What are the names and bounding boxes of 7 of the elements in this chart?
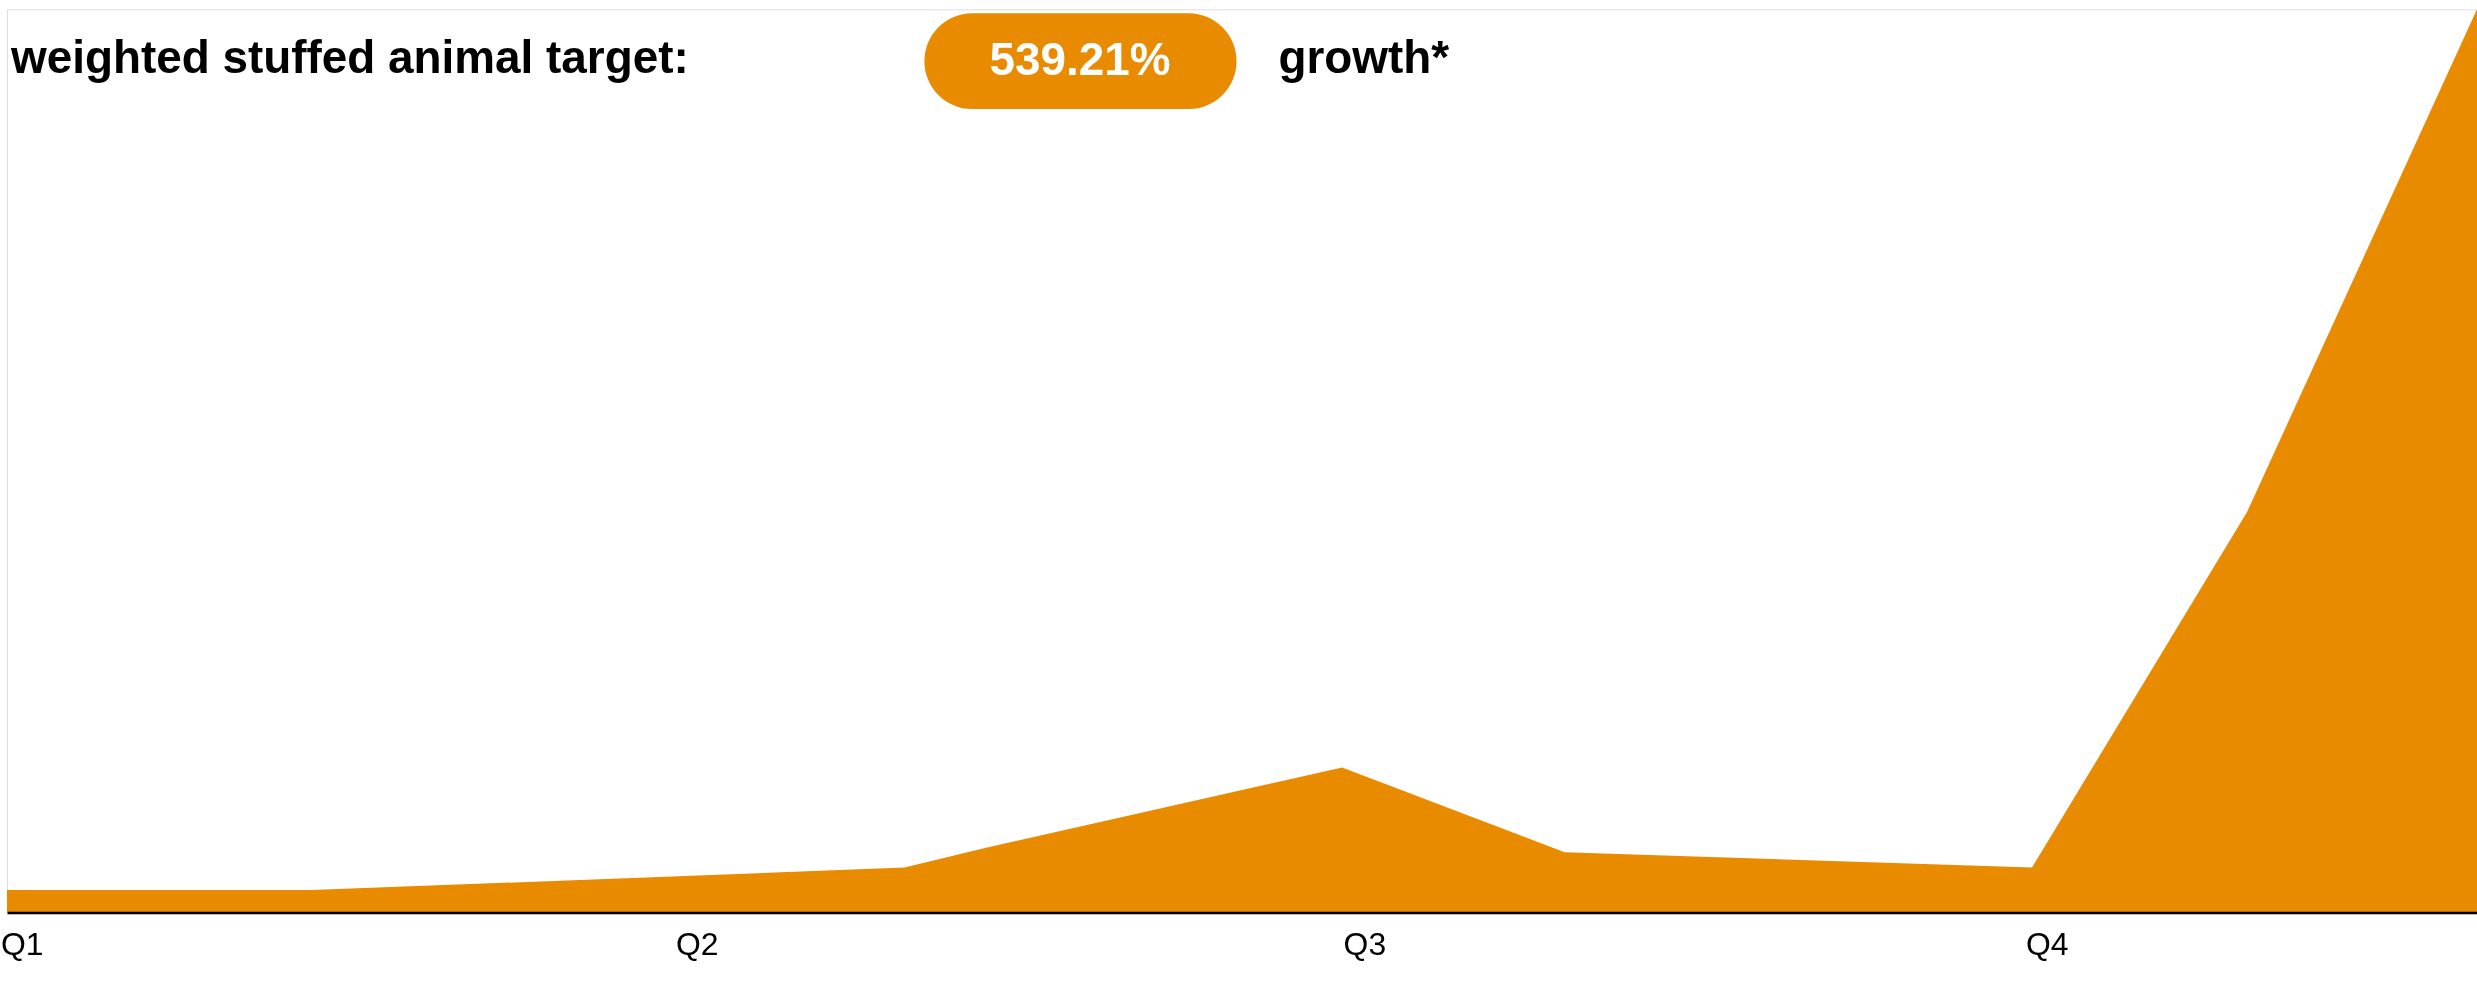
x-tick-label: Q1 xyxy=(1,926,44,963)
text: weighted stuffed animal target: xyxy=(9,31,689,84)
annotation: 539.21% xyxy=(989,33,1171,86)
x-tick-label: Q4 xyxy=(2026,926,2069,963)
x-tick-label: Q3 xyxy=(1343,926,1387,963)
x-tick-label: Q2 xyxy=(676,926,719,963)
annotation: growth* xyxy=(1278,31,1450,84)
